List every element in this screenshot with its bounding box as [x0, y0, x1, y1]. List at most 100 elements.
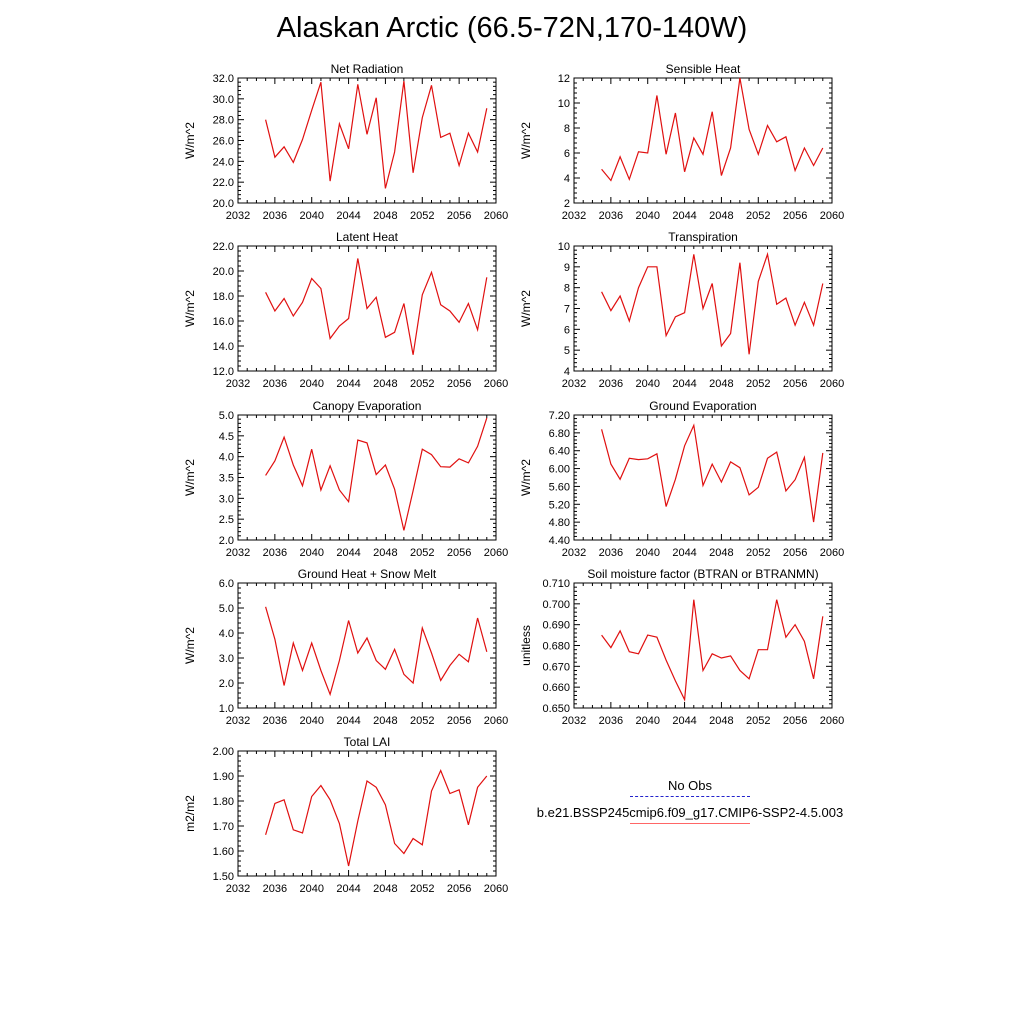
chart-8-ylabel: unitless — [519, 625, 533, 666]
chart-3-ytick-label: 20.0 — [213, 266, 234, 278]
chart-9-xtick-label: 2052 — [410, 883, 434, 895]
chart-1-ytick-label: 32.0 — [213, 73, 234, 85]
chart-1-ytick-label: 22.0 — [213, 177, 234, 189]
chart-2-ytick-label: 12 — [558, 73, 570, 85]
chart-2-ylabel: W/m^2 — [519, 122, 533, 159]
chart-4-xtick-label: 2036 — [599, 378, 623, 390]
chart-9-xtick-label: 2032 — [226, 883, 250, 895]
chart-5-xtick-label: 2056 — [447, 547, 471, 559]
chart-2-title: Sensible Heat — [666, 62, 741, 76]
chart-3-xtick-label: 2048 — [373, 378, 397, 390]
chart-3-xtick-label: 2032 — [226, 378, 250, 390]
chart-6-xtick-label: 2048 — [709, 547, 733, 559]
chart-6-xtick-label: 2056 — [783, 547, 807, 559]
chart-8-ytick-label: 0.690 — [542, 620, 570, 632]
chart-3-ytick-label: 12.0 — [213, 366, 234, 378]
chart-8-xtick-label: 2036 — [599, 715, 623, 727]
chart-2-xtick-label: 2052 — [746, 210, 770, 222]
chart-5-xtick-label: 2032 — [226, 547, 250, 559]
chart-3-xtick-label: 2060 — [484, 378, 508, 390]
chart-8-ytick-label: 0.700 — [542, 599, 570, 611]
legend-obs-line — [630, 796, 750, 797]
chart-4-ytick-label: 10 — [558, 241, 570, 253]
chart-5-ytick-label: 3.5 — [219, 473, 234, 485]
chart-1-xtick-label: 2036 — [263, 210, 287, 222]
chart-3-xtick-label: 2044 — [336, 378, 360, 390]
chart-4-xtick-label: 2056 — [783, 378, 807, 390]
chart-2-ytick-label: 6 — [564, 148, 570, 160]
chart-7-xtick-label: 2060 — [484, 715, 508, 727]
chart-1-xtick-label: 2032 — [226, 210, 250, 222]
chart-3-xtick-label: 2056 — [447, 378, 471, 390]
legend-model-line — [630, 823, 750, 824]
chart-9-title: Total LAI — [344, 735, 391, 749]
chart-3-ytick-label: 18.0 — [213, 291, 234, 303]
chart-9-ytick-label: 1.50 — [213, 871, 234, 883]
chart-6-title: Ground Evaporation — [649, 399, 756, 413]
chart-7-xtick-label: 2040 — [299, 715, 323, 727]
chart-6-xtick-label: 2060 — [820, 547, 844, 559]
chart-2-ytick-label: 10 — [558, 98, 570, 110]
chart-4-title: Transpiration — [668, 230, 738, 244]
chart-7-ytick-label: 5.0 — [219, 603, 234, 615]
chart-2-frame — [573, 77, 833, 204]
chart-5-xtick-label: 2036 — [263, 547, 287, 559]
chart-6-ytick-label: 6.00 — [549, 464, 570, 476]
legend-model-label: b.e21.BSSP245cmip6.f09_g17.CMIP6-SSP2-4.… — [536, 805, 844, 820]
chart-3-xtick-label: 2040 — [299, 378, 323, 390]
chart-6-ytick-label: 4.80 — [549, 517, 570, 529]
chart-5-ytick-label: 4.5 — [219, 431, 234, 443]
chart-2-xtick-label: 2040 — [635, 210, 659, 222]
chart-5-xtick-label: 2040 — [299, 547, 323, 559]
chart-8-ytick-label: 0.670 — [542, 661, 570, 673]
chart-4-ytick-label: 5 — [564, 345, 570, 357]
chart-9-frame — [237, 750, 497, 877]
page-title: Alaskan Arctic (66.5-72N,170-140W) — [276, 12, 748, 44]
chart-6-xtick-label: 2032 — [562, 547, 586, 559]
chart-9-xtick-label: 2040 — [299, 883, 323, 895]
chart-2-ytick-label: 4 — [564, 173, 570, 185]
chart-6-series-line — [601, 423, 824, 523]
chart-9-ytick-label: 1.60 — [213, 846, 234, 858]
chart-3-title: Latent Heat — [336, 230, 399, 244]
chart-1-ytick-label: 20.0 — [213, 198, 234, 210]
chart-1-xtick-label: 2052 — [410, 210, 434, 222]
chart-1-frame — [237, 77, 497, 204]
chart-7-xtick-label: 2032 — [226, 715, 250, 727]
chart-1-xtick-label: 2048 — [373, 210, 397, 222]
chart-5-xtick-label: 2060 — [484, 547, 508, 559]
chart-5-ytick-label: 5.0 — [219, 410, 234, 422]
chart-2-series-line — [601, 77, 824, 182]
chart-8-series-line — [601, 599, 824, 702]
chart-6-ytick-label: 4.40 — [549, 535, 570, 547]
chart-6-ytick-label: 6.40 — [549, 446, 570, 458]
chart-6-ytick-label: 5.20 — [549, 499, 570, 511]
chart-5-ytick-label: 2.5 — [219, 514, 234, 526]
chart-9-xtick-label: 2056 — [447, 883, 471, 895]
chart-5-ytick-label: 3.0 — [219, 493, 234, 505]
chart-5-title: Canopy Evaporation — [313, 399, 422, 413]
chart-6-xtick-label: 2052 — [746, 547, 770, 559]
chart-2-xtick-label: 2036 — [599, 210, 623, 222]
chart-9-xtick-label: 2044 — [336, 883, 360, 895]
chart-9-ytick-label: 2.00 — [213, 746, 234, 758]
chart-7-ytick-label: 2.0 — [219, 678, 234, 690]
chart-8-xtick-label: 2048 — [709, 715, 733, 727]
chart-8-xtick-label: 2032 — [562, 715, 586, 727]
chart-4-ytick-label: 9 — [564, 262, 570, 274]
chart-3-xtick-label: 2052 — [410, 378, 434, 390]
chart-3-ytick-label: 22.0 — [213, 241, 234, 253]
chart-1-ytick-label: 26.0 — [213, 136, 234, 148]
chart-5-series-line — [265, 417, 488, 531]
chart-6-xtick-label: 2036 — [599, 547, 623, 559]
chart-6-ytick-label: 7.20 — [549, 410, 570, 422]
chart-5-ytick-label: 4.0 — [219, 452, 234, 464]
chart-7-xtick-label: 2052 — [410, 715, 434, 727]
chart-7-ytick-label: 6.0 — [219, 578, 234, 590]
chart-2-ytick-label: 8 — [564, 123, 570, 135]
chart-3-ylabel: W/m^2 — [183, 290, 197, 327]
chart-6-ytick-label: 5.60 — [549, 481, 570, 493]
chart-6-xtick-label: 2044 — [672, 547, 696, 559]
chart-7-xtick-label: 2048 — [373, 715, 397, 727]
